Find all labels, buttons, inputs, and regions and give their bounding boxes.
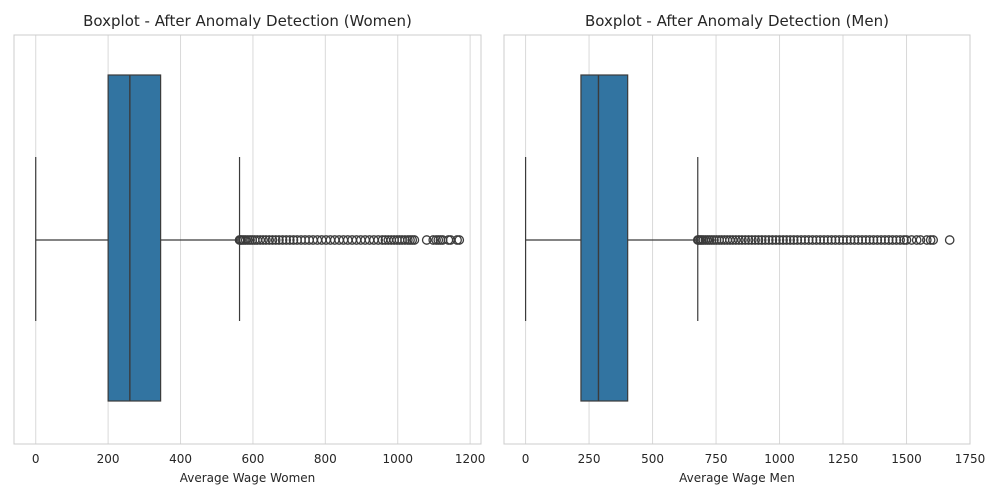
outlier-point: [261, 235, 271, 245]
outlier-point: [281, 235, 292, 245]
outlier-point: [258, 235, 268, 245]
outlier-point: [288, 235, 299, 245]
outlier-point: [760, 235, 771, 245]
outlier-point: [727, 235, 738, 245]
outlier-point: [774, 235, 785, 245]
outlier-point: [921, 235, 932, 245]
outlier-point: [838, 235, 848, 245]
outlier-point: [891, 235, 902, 245]
outlier-point: [826, 235, 837, 245]
x-tick-label: 0: [32, 452, 40, 466]
outlier-point: [740, 235, 751, 245]
outlier-point: [767, 235, 778, 245]
x-tick-label: 250: [578, 452, 601, 466]
outlier-point: [756, 235, 767, 245]
outlier-point: [737, 235, 747, 245]
outlier-point: [270, 235, 281, 245]
x-tick-label: 800: [314, 452, 337, 466]
chart-title: Boxplot - After Anomaly Detection (Men): [585, 12, 889, 30]
outlier-point: [883, 235, 894, 245]
outlier-point: [857, 235, 867, 245]
x-tick-label: 0: [522, 452, 530, 466]
iqr-box: [580, 74, 629, 402]
x-tick-label: 500: [641, 452, 664, 466]
outlier-point: [731, 235, 741, 245]
x-tick-label: 600: [241, 452, 264, 466]
outlier-point: [845, 235, 856, 245]
outlier-point: [373, 235, 384, 245]
x-tick-label: 1750: [955, 452, 986, 466]
chart-title: Boxplot - After Anomaly Detection (Women…: [83, 12, 412, 30]
outlier-point: [807, 235, 818, 245]
iqr-box: [107, 74, 162, 402]
outlier-point: [753, 235, 764, 245]
x-tick-label: 1000: [382, 452, 413, 466]
x-axis-label: Average Wage Men: [679, 471, 795, 485]
x-tick-label: 1000: [764, 452, 795, 466]
outlier-point: [743, 235, 754, 245]
outlier-point: [709, 235, 719, 245]
axes-frame: [503, 34, 971, 445]
x-axis-label: Average Wage Women: [180, 471, 316, 485]
outlier-point: [255, 235, 266, 245]
outlier-point: [800, 235, 810, 245]
outlier-point: [409, 235, 420, 245]
outlier-point: [861, 235, 871, 245]
outlier-point: [876, 235, 886, 245]
outlier-point: [911, 235, 922, 245]
outlier-point: [400, 235, 410, 245]
outlier-point: [454, 235, 465, 245]
outlier-point: [901, 235, 912, 245]
outlier-point: [834, 235, 845, 245]
outlier-point: [778, 235, 788, 245]
outlier-point: [811, 235, 822, 245]
outlier-point: [428, 235, 439, 245]
outlier-point: [788, 235, 799, 245]
outlier-point: [841, 235, 852, 245]
outlier-point: [830, 235, 841, 245]
men-boxplot-panel: 0 250 500 750 1000 1250 1500 1750 Boxplot - Afte…: [503, 12, 986, 485]
outlier-point: [421, 235, 432, 245]
outlier-point: [277, 235, 288, 245]
outlier-point: [792, 235, 803, 245]
outlier-point: [819, 235, 829, 245]
x-tick-label: 1200: [455, 452, 486, 466]
outlier-point: [747, 235, 757, 245]
x-tick-label: 1500: [891, 452, 922, 466]
outlier-point: [864, 235, 875, 245]
outlier-point: [781, 235, 792, 245]
x-tick-label: 200: [97, 452, 120, 466]
outlier-point: [803, 235, 814, 245]
outlier-point: [868, 235, 879, 245]
outlier-point: [872, 235, 883, 245]
outlier-point: [785, 235, 796, 245]
outlier-point: [822, 235, 833, 245]
outlier-point: [849, 235, 860, 245]
outlier-point: [264, 235, 275, 245]
outlier-point: [267, 235, 278, 245]
outlier-point: [928, 235, 939, 245]
outlier-point: [796, 235, 806, 245]
outlier-point: [734, 235, 744, 245]
outlier-point: [285, 235, 295, 245]
outlier-point: [944, 235, 955, 245]
women-boxplot-panel: 0 200 400 600 800 1000 1200 Boxplot - After Ano…: [13, 12, 486, 485]
outlier-point: [925, 235, 936, 245]
outlier-point: [915, 235, 926, 245]
axes-frame: [13, 34, 482, 445]
outlier-point: [815, 235, 826, 245]
outlier-point: [750, 235, 761, 245]
x-tick-label: 400: [169, 452, 192, 466]
outlier-point: [880, 235, 890, 245]
x-tick-label: 1250: [828, 452, 859, 466]
outlier-point: [274, 235, 284, 245]
x-tick-label: 750: [705, 452, 728, 466]
outlier-point: [899, 235, 909, 245]
outlier-point: [771, 235, 781, 245]
outlier-point: [764, 235, 774, 245]
outlier-point: [887, 235, 898, 245]
outlier-point: [895, 235, 906, 245]
outlier-point: [853, 235, 864, 245]
